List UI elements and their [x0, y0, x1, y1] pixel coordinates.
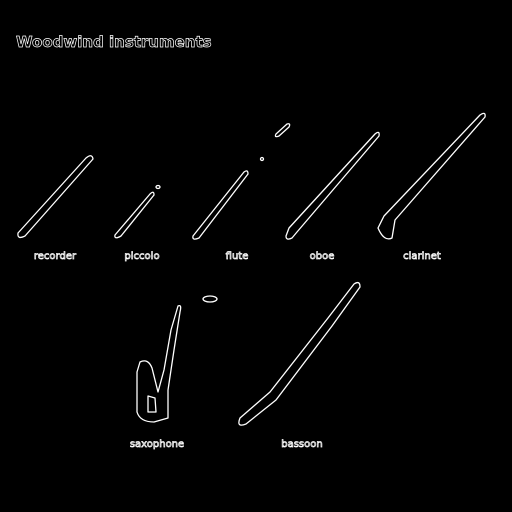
- saxophone-key: [202, 295, 218, 303]
- labels: recorder piccolo flute oboe clarinet saxophon…: [34, 251, 442, 451]
- instrument-drawings: [17, 112, 486, 426]
- clarinet-shape: [377, 112, 486, 240]
- piccolo-shape: [114, 191, 155, 239]
- instrument-label: recorder: [34, 251, 77, 262]
- instrument-label: clarinet: [403, 251, 441, 262]
- recorder-shape: [17, 155, 94, 239]
- piccolo-key: [155, 184, 161, 190]
- bassoon-shape: [238, 281, 361, 426]
- oboe-shape: [285, 131, 380, 240]
- instrument-label: flute: [226, 251, 249, 262]
- instrument-label: oboe: [310, 251, 335, 262]
- instrument-label: bassoon: [281, 439, 322, 450]
- instrument-label: saxophone: [130, 439, 184, 450]
- saxophone-shape: [136, 304, 182, 423]
- instrument-label: piccolo: [124, 251, 159, 262]
- flute-key: [259, 156, 265, 162]
- title: Woodwind instruments: [16, 33, 212, 51]
- flute-shape: [192, 170, 249, 240]
- flute-head: [274, 123, 291, 138]
